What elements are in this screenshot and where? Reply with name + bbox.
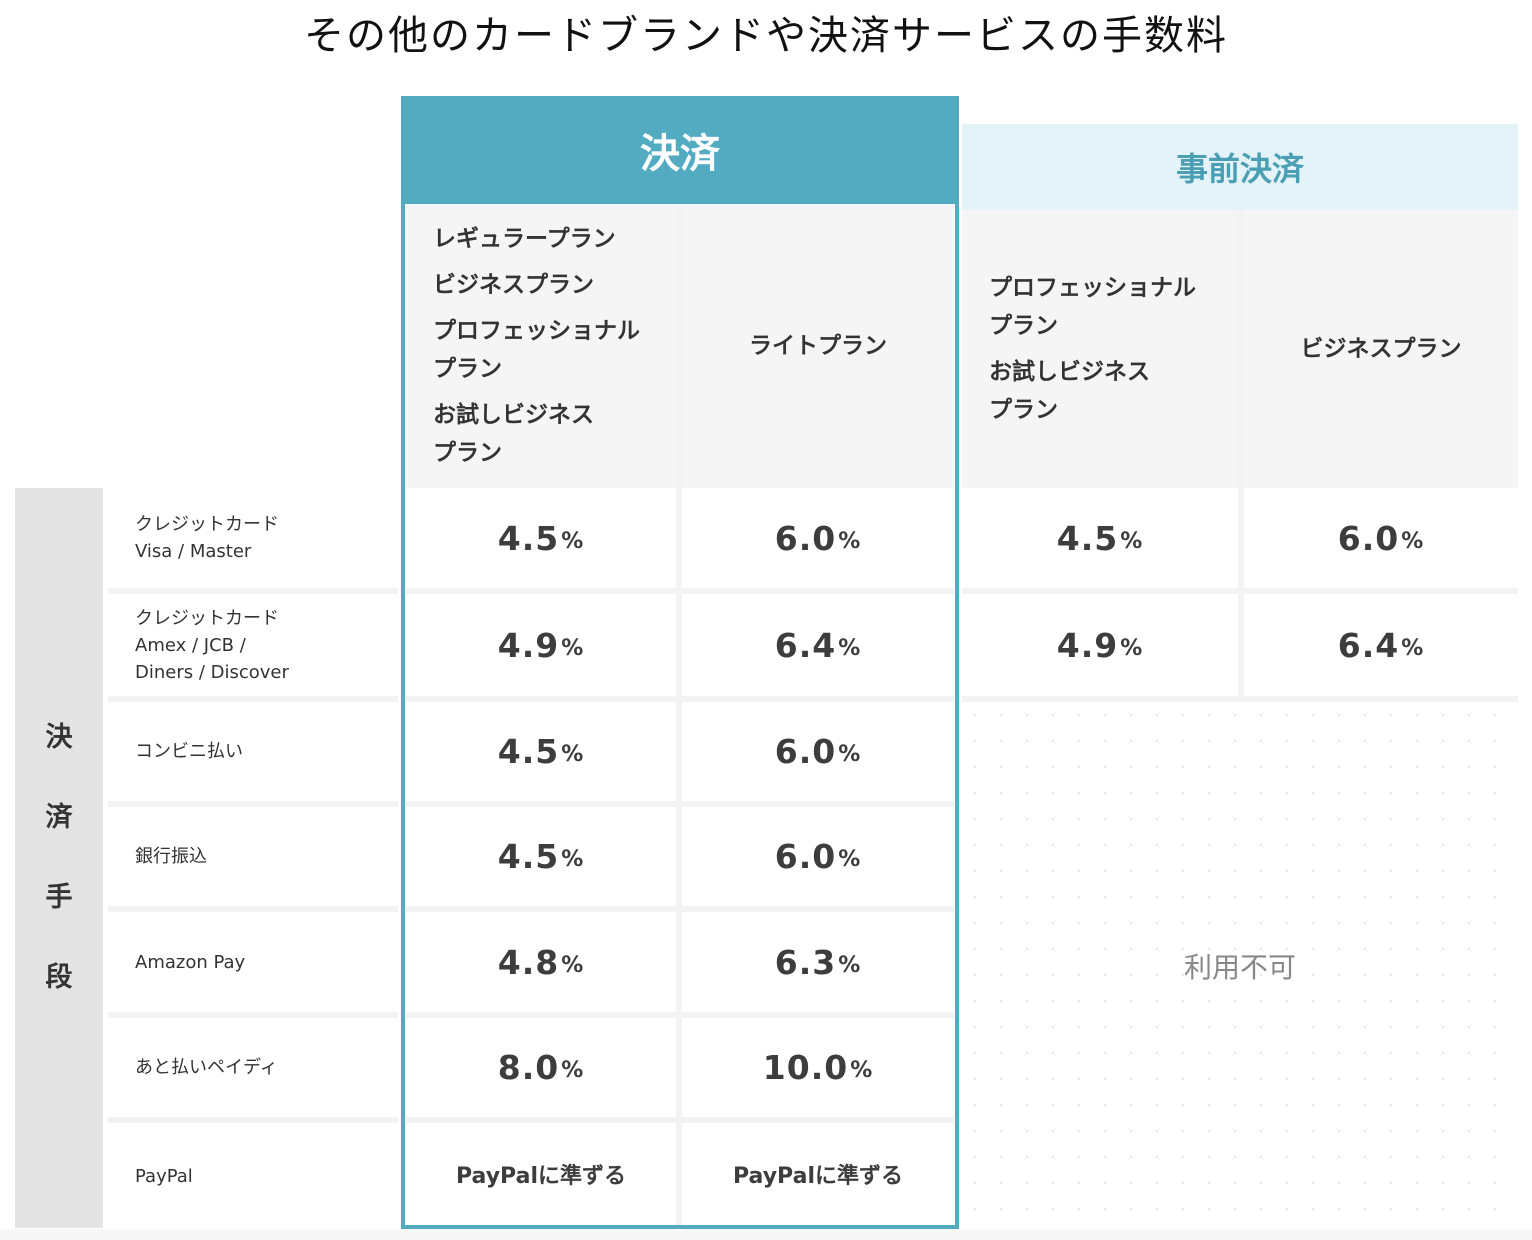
plan-name: お試しビジネス [433,402,594,428]
percent-sign: % [838,952,862,978]
bottom-divider [0,1229,1532,1240]
percent-sign: % [561,1058,585,1083]
row-label-line: PayPal [135,1165,193,1187]
sidebar-char: 段 [45,962,73,993]
plan-header-payment-1: レギュラープラン ビジネスプラン プロフェッショナル プラン お試しビジネス プ… [406,204,676,488]
plan-name: お試しビジネス [989,359,1150,385]
fee-value: 6.4 [1337,625,1400,665]
row-label-credit-amex: クレジットカード Amex / JCB / Diners / Discover [108,594,398,702]
row-label-line: あと払いペイディ [135,1057,278,1078]
fee-cell: PayPalに準ずる [406,1123,676,1225]
fee-cell: 6.0% [682,702,954,807]
percent-sign: % [561,742,585,767]
plan-header-pre-2: ビジネスプラン [1244,210,1518,488]
fee-value: 4.9 [497,625,560,665]
plan-name: レギュラープラン [433,226,616,252]
percent-sign: % [1401,528,1425,554]
fee-cell: 6.0% [682,807,954,912]
percent-sign: % [838,847,862,872]
plan-name: プラン [989,313,1058,339]
row-label-line: クレジットカード [135,514,279,535]
percent-sign: % [561,528,585,554]
fee-cell: PayPalに準ずる [682,1123,954,1225]
percent-sign: % [561,635,585,661]
fee-value: 6.0 [1337,518,1400,558]
fee-cell: 8.0% [406,1018,676,1123]
fee-value: 6.0 [774,732,837,771]
row-label-line: コンビニ払い [135,741,243,762]
column-divider [676,204,682,1229]
row-label-convenience: コンビニ払い [108,702,398,807]
fee-cell: 6.3% [682,912,954,1018]
row-label-line: Visa / Master [135,541,252,562]
fee-value: 4.5 [497,518,560,558]
row-label-line: クレジットカード [135,607,279,629]
plan-header-pre-1: プロフェッショナル プラン お試しビジネス プラン [962,210,1238,488]
fee-cell: 4.5% [406,488,676,594]
column-divider [1238,210,1244,702]
plan-name: プラン [433,356,502,382]
sidebar-char: 済 [45,802,73,833]
percent-sign: % [838,635,862,661]
fee-cell: 4.5% [406,807,676,912]
fee-value: 6.3 [774,942,837,982]
plan-name: ビジネスプラン [433,272,594,298]
row-label-bank-transfer: 銀行振込 [108,807,398,912]
fee-cell: 4.9% [962,594,1238,702]
fee-cell: 10.0% [682,1018,954,1123]
percent-sign: % [561,847,585,872]
percent-sign: % [1120,635,1144,661]
payment-method-sidebar: 決 済 手 段 [15,488,103,1228]
plan-name: ビジネスプラン [1300,336,1462,362]
unavailable-text: 利用不可 [1183,950,1296,984]
percent-sign: % [1401,635,1425,661]
fee-value: 6.0 [774,837,837,876]
row-label-line: Diners / Discover [135,661,289,683]
row-label-line: Amazon Pay [135,951,246,973]
plan-name: プロフェッショナル [989,275,1196,301]
fee-value: 6.0 [774,518,837,558]
percent-sign: % [838,528,862,554]
row-label-line: 銀行振込 [135,846,207,867]
plan-name: プロフェッショナル [433,318,640,344]
row-label-amazon-pay: Amazon Pay [108,912,398,1018]
header-payment: 決済 [402,96,958,204]
fee-value: 10.0 [762,1048,849,1087]
fee-value: 6.4 [774,625,837,665]
plan-name: プラン [989,397,1058,423]
page-title: その他のカードブランドや決済サービスの手数料 [304,13,1228,59]
fee-cell: 6.0% [682,488,954,594]
fee-text: PayPalに準ずる [456,1164,626,1189]
fee-text: PayPalに準ずる [733,1164,903,1189]
percent-sign: % [850,1058,874,1083]
plan-name: プラン [433,440,502,466]
row-label-paidy: あと払いペイディ [108,1018,398,1123]
percent-sign: % [561,952,585,978]
fee-cell: 4.5% [406,702,676,807]
fee-value: 4.9 [1056,625,1119,665]
percent-sign: % [1120,528,1144,554]
fee-cell: 6.4% [682,594,954,702]
fee-value: 8.0 [497,1048,560,1087]
fee-value: 4.5 [1056,518,1119,558]
row-label-paypal: PayPal [108,1123,398,1229]
fee-cell: 4.9% [406,594,676,702]
fee-value: 4.5 [497,732,560,771]
fee-cell: 6.4% [1244,594,1518,702]
row-label-line: Amex / JCB / [135,634,246,656]
fee-value: 4.8 [497,942,560,982]
fee-cell: 4.8% [406,912,676,1018]
fee-value: 4.5 [497,837,560,876]
fee-cell: 6.0% [1244,488,1518,594]
plan-name: ライトプラン [749,333,887,359]
plan-header-payment-2: ライトプラン [682,204,954,488]
header-prepayment: 事前決済 [962,124,1518,210]
fee-cell: 4.5% [962,488,1238,594]
percent-sign: % [838,742,862,767]
row-label-credit-visa: クレジットカード Visa / Master [108,488,398,594]
unavailable-area: 利用不可 [962,702,1518,1229]
sidebar-char: 手 [45,882,73,913]
sidebar-char: 決 [45,722,73,753]
